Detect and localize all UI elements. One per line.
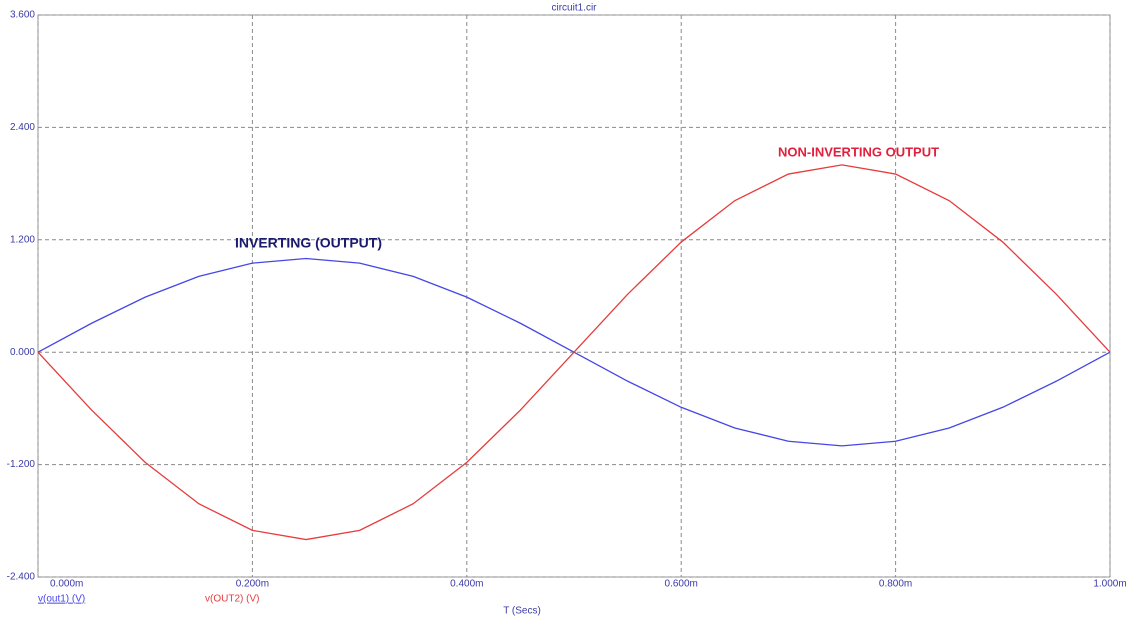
- y-tick-label: 0.000: [10, 347, 35, 358]
- chart-title: circuit1.cir: [551, 3, 597, 14]
- series-line: [37, 164, 1111, 541]
- y-tick-label: 2.400: [10, 122, 35, 133]
- annotation: INVERTING (OUTPUT): [235, 235, 382, 251]
- x-tick-label: 1.000m: [1093, 579, 1126, 590]
- legend-entry: v(out1) (V): [38, 594, 85, 605]
- y-tick-label: 3.600: [10, 10, 35, 21]
- y-tick-label: 1.200: [10, 234, 35, 245]
- plot-frame: [37, 14, 1111, 578]
- x-tick-label: 0.200m: [236, 579, 269, 590]
- y-tick-label: -1.200: [7, 459, 36, 470]
- x-axis-label: T (Secs): [503, 606, 541, 617]
- x-tick-label: 0.000m: [50, 579, 83, 590]
- x-tick-label: 0.800m: [879, 579, 912, 590]
- x-tick-label: 0.600m: [665, 579, 698, 590]
- annotation: NON-INVERTING OUTPUT: [778, 144, 939, 159]
- y-tick-label: -2.400: [7, 572, 36, 583]
- x-tick-label: 0.400m: [450, 579, 483, 590]
- legend-entry: v(OUT2) (V): [205, 594, 259, 605]
